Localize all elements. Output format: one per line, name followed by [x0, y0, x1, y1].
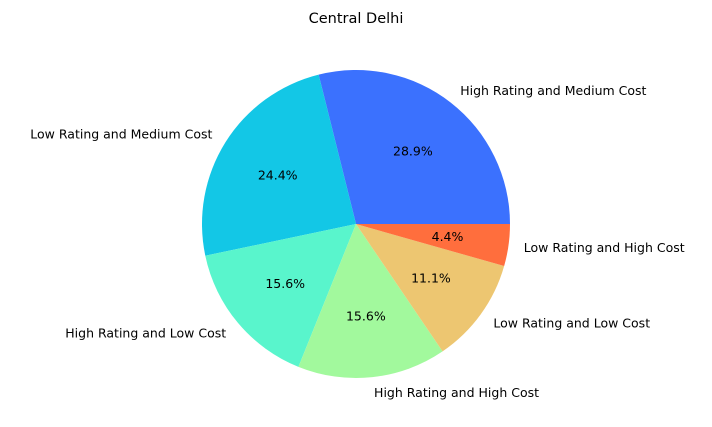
pie-category-label: Low Rating and High Cost	[524, 240, 685, 255]
pie-percent-label: 4.4%	[432, 229, 464, 244]
pie-slice-high-rating-and-medium-cost	[318, 69, 510, 225]
pie-category-label: Low Rating and Medium Cost	[30, 127, 212, 142]
chart-title: Central Delhi	[309, 11, 404, 27]
pie-slice-low-rating-and-medium-cost	[202, 74, 356, 256]
pie-category-label: High Rating and Low Cost	[65, 325, 226, 340]
pie-percent-label: 15.6%	[346, 308, 386, 323]
pie-slice-high-rating-and-low-cost	[205, 224, 356, 367]
pie-labels: 28.9% High Rating and Medium Cost 24.4% Low…	[30, 83, 684, 400]
pie-slices	[202, 69, 510, 379]
pie-slice-high-rating-and-high-cost	[298, 224, 443, 379]
pie-percent-label: 15.6%	[265, 276, 305, 291]
pie-slice-low-rating-and-high-cost	[356, 224, 510, 267]
pie-category-label: High Rating and High Cost	[374, 385, 539, 400]
pie-percent-label: 11.1%	[411, 271, 451, 286]
pie-category-label: High Rating and Medium Cost	[460, 83, 646, 98]
pie-slice-low-rating-and-low-cost	[356, 224, 505, 352]
pie-category-label: Low Rating and Low Cost	[493, 316, 650, 331]
pie-percent-label: 28.9%	[393, 144, 433, 159]
pie-percent-label: 24.4%	[258, 167, 298, 182]
